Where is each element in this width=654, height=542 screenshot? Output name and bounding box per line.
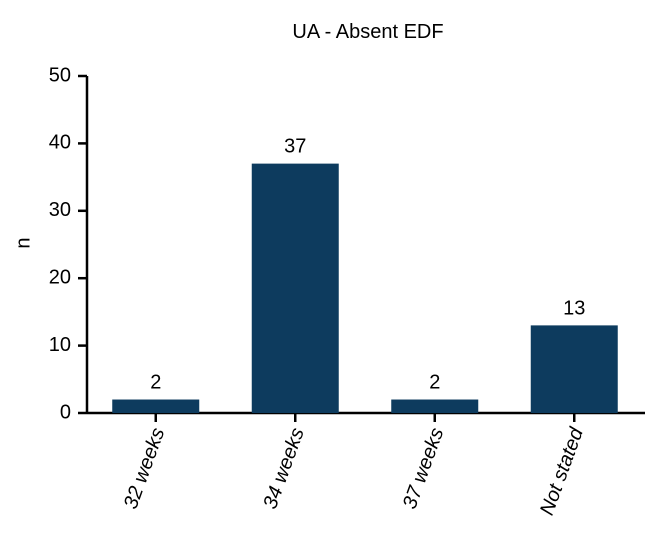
y-tick-label: 50 (49, 64, 71, 86)
labels: 2 32 weeks 37 34 weeks 2 37 weeks 13 Not stated (120, 136, 588, 519)
y-tick-label: 10 (49, 334, 71, 356)
data-label: 2 (429, 372, 440, 394)
chart-title: UA - Absent EDF (292, 21, 443, 43)
x-tick-label: Not stated (536, 424, 588, 518)
y-axis-label: n (12, 237, 34, 248)
x-tick-label: 34 weeks (259, 425, 309, 512)
bar (391, 399, 479, 413)
x-tick-label: 37 weeks (399, 425, 449, 512)
bars (112, 163, 618, 413)
data-label: 37 (284, 136, 306, 158)
y-tick-label: 40 (49, 132, 71, 154)
bar (530, 325, 618, 413)
y-tick-label: 30 (49, 199, 71, 221)
bar (251, 163, 339, 413)
y-tick-label: 0 (60, 401, 71, 423)
x-tick-label: 32 weeks (120, 425, 170, 512)
y-tick-label: 20 (49, 266, 71, 288)
data-label: 2 (150, 372, 161, 394)
data-label: 13 (563, 297, 585, 319)
bar (112, 399, 200, 413)
